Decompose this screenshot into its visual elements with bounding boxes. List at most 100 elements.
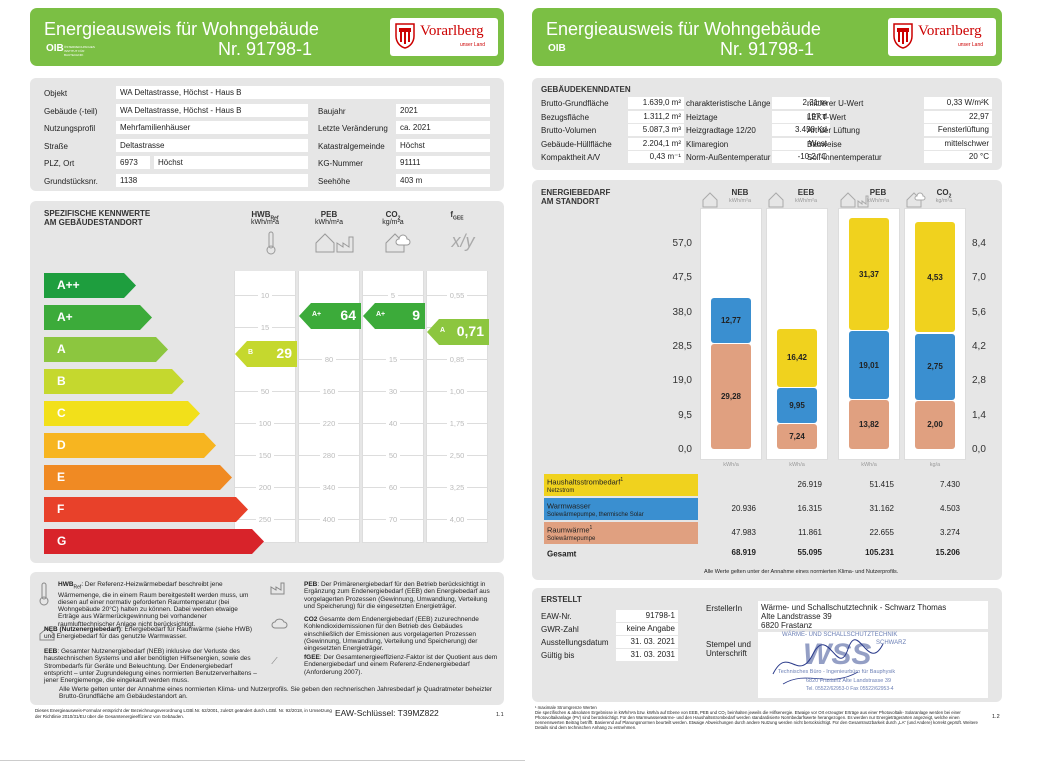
class-scale-column <box>426 271 488 543</box>
column-unit: kWh/m²a <box>315 219 343 226</box>
y-axis-tick-right: 1,4 <box>972 409 986 421</box>
building-data-value: West <box>772 137 830 150</box>
page-header: Energieausweis für Wohngebäude Nr. 91798… <box>30 8 504 66</box>
scale-gridline-label: 1,75 <box>427 419 487 428</box>
scale-gridline-label: 5 <box>363 291 423 300</box>
house-cloud-icon <box>379 231 419 258</box>
object-label-2: KG-Nummer <box>318 159 363 168</box>
building-data-label: LEKT-Wert <box>807 112 846 122</box>
created-value: 91798-1 <box>616 610 678 622</box>
table-cell: 20.936 <box>731 504 756 513</box>
eeb-definition: EEB: Gesamter Nutzenergiebedarf (NEB) in… <box>44 648 257 685</box>
table-cell: 47.983 <box>731 528 756 537</box>
object-label: Grundstücksnr. <box>44 176 98 186</box>
scale-gridline-label: 10 <box>235 291 295 300</box>
coat-of-arms-icon <box>395 23 415 49</box>
energy-indicators-box: SPEZIFISCHE KENNWERTE AM GEBÄUDESTANDORT… <box>30 201 504 563</box>
scale-gridline-label: 0,85 <box>427 355 487 364</box>
object-label: PLZ, Ort <box>44 159 75 168</box>
bar-value-label: 12,77 <box>720 316 742 326</box>
y-axis-tick-right: 2,8 <box>972 375 986 387</box>
building-data-label: Soll-Innentemperatur <box>807 153 882 162</box>
building-data-title: GEBÄUDEKENNDATEN <box>541 85 631 94</box>
page-title-2: Energieausweis für Wohngebäude <box>546 19 821 39</box>
building-data-value: Fensterlüftung <box>924 124 992 136</box>
created-label: EAW-Nr. <box>541 612 572 621</box>
creator-field: Wärme- und Schallschutztechnik - Schwarz… <box>758 601 988 630</box>
definitions-box: HWBRef: Der Referenz-Heizwärmebedarf bes… <box>30 572 504 705</box>
stamp-text-5: Tel. 05522/62953-0 Fax 05522/62953-4 <box>806 686 894 692</box>
y-axis-tick-left: 38,0 <box>672 306 692 318</box>
house-factory-icon <box>315 231 355 258</box>
building-data-value: 2.204,1 m² <box>628 137 684 150</box>
table-row-label: Haushaltsstrombedarf1 Netzstrom <box>544 474 698 496</box>
stamp-logo: WSS <box>803 638 872 671</box>
building-data-value: 20 °C <box>924 151 992 163</box>
page-header-2: Energieausweis für Wohngebäude Nr. 91798… <box>532 8 1002 66</box>
class-arrow-g: G <box>44 529 264 554</box>
co2-definition: CO2 Gesamte dem Endenergiebedarf (EEB) z… <box>304 616 479 653</box>
table-cell: 4.503 <box>939 504 960 513</box>
object-label-2: Letzte Veränderung <box>318 124 388 133</box>
building-data-value: 197 d <box>772 110 830 123</box>
bar-warmwasser-peb <box>849 331 889 400</box>
bar-value-label: 2,00 <box>927 420 943 430</box>
thermometer-icon <box>251 231 291 260</box>
bar-value-label: 2,75 <box>927 362 943 372</box>
table-cell: 7.430 <box>939 480 960 489</box>
class-arrow-b: B <box>44 369 184 394</box>
page-number: 1.1 <box>496 712 504 718</box>
house-icon <box>839 188 869 213</box>
y-axis-tick-right: 4,2 <box>972 341 986 352</box>
y-axis-tick-right: 8,4 <box>972 238 986 249</box>
building-data-value: mittelschwer <box>924 137 992 150</box>
unit-row-label: kg/a <box>929 462 941 468</box>
column-head: CO2 <box>385 210 401 222</box>
signature <box>772 639 884 685</box>
scale-gridline-label: 160 <box>299 387 359 396</box>
building-data-label: Norm-Außentemperatur <box>686 153 771 162</box>
object-label-2: Katastralgemeinde <box>318 141 385 151</box>
y-axis-tick-right: 0,0 <box>972 444 986 455</box>
bar-raumwärme-eeb <box>777 423 817 449</box>
scale-gridline-label: 80 <box>299 355 359 364</box>
column-head: PEB <box>320 210 338 219</box>
building-data-value: 3.458 Kd <box>772 124 830 136</box>
indicator-class: A <box>440 327 446 334</box>
bar-warmwasser-neb <box>711 298 751 344</box>
table-cell: 15.206 <box>935 548 960 557</box>
page-number-2: 1.2 <box>992 714 1000 720</box>
unit-row-label: kWh/a <box>861 462 877 468</box>
building-data-value: 1.639,0 m² <box>628 97 684 109</box>
building-data-label: charakteristische Länge <box>686 99 771 108</box>
oib-logo: OIB <box>46 43 64 54</box>
class-arrow-d: D <box>44 433 216 458</box>
bar-value-label: 4,53 <box>927 272 943 282</box>
building-data-label: Bauweise <box>807 139 842 149</box>
object-data-box: Objekt WA Deltastrasse, Höchst - Haus B Ge… <box>30 78 504 191</box>
building-data-label: Art der Lüftung <box>807 126 860 135</box>
object-value: WA Deltastrasse, Höchst - Haus B <box>116 86 490 99</box>
column-head: HWBRef <box>251 210 279 222</box>
indicators-title: SPEZIFISCHE KENNWERTE <box>44 209 151 218</box>
building-data-value: 1.311,2 m² <box>628 110 684 123</box>
created-label: Ausstellungsdatum <box>541 638 609 647</box>
table-cell: 11.861 <box>798 528 822 537</box>
scale-gridline-label: 150 <box>235 451 295 460</box>
y-axis-tick-left: 57,0 <box>672 238 692 249</box>
scale-gridline-label: 30 <box>363 387 423 396</box>
page-title: Energieausweis für Wohngebäude <box>44 19 319 39</box>
peb-definition: PEB: Der Primärenergiebedarf für den Bet… <box>304 581 490 610</box>
building-data-value: 0,33 W/m²K <box>924 97 992 109</box>
scale-gridline-label: 200 <box>235 483 295 492</box>
fraction-icon: x/y <box>451 231 475 251</box>
scale-gridline-label: 60 <box>363 483 423 492</box>
oib-logo-sub: ÖSTERREICHISCHES INSTITUT FÜR BAUTECHNIK <box>64 45 95 57</box>
scale-gridline-label: 50 <box>235 387 295 396</box>
bar-value-label: 9,95 <box>789 400 805 410</box>
chart-category-label: EEB <box>797 188 815 197</box>
created-title: ERSTELLT <box>541 595 582 604</box>
chart-category-unit: kWh/m²a <box>795 198 817 204</box>
footnote-1: ¹ maximale Stromgrenze Werten <box>535 705 597 710</box>
factory-icon <box>270 582 285 595</box>
